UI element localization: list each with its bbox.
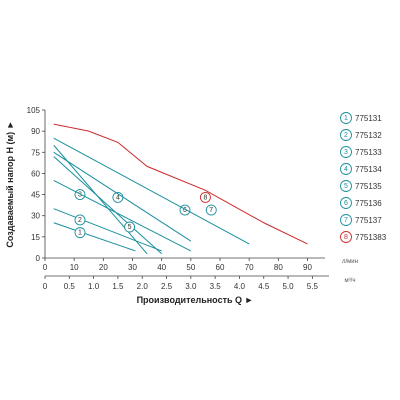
legend-marker-775137 <box>340 214 352 226</box>
series-number-775135: 5 <box>128 224 132 231</box>
y-tick-label: 105 <box>27 106 41 115</box>
legend-label-775134: 775134 <box>355 165 382 174</box>
series-marker-775135 <box>124 221 136 233</box>
legend-label-775136: 775136 <box>355 199 382 208</box>
legend-marker-775131 <box>340 112 352 124</box>
series-marker-7751383 <box>199 191 211 203</box>
series-line-775137 <box>53 137 250 245</box>
legend-marker-775135 <box>340 180 352 192</box>
legend-label-775131: 775131 <box>355 114 382 123</box>
series-line-775132 <box>53 208 162 252</box>
legend-number-7751383: 8 <box>344 234 348 241</box>
legend-label-775137: 775137 <box>355 216 382 225</box>
series-number-775131: 1 <box>78 230 82 237</box>
y-tick-label: 30 <box>31 212 40 221</box>
series-number-775133: 3 <box>78 192 82 199</box>
y-tick-label: 45 <box>31 191 40 200</box>
x-tick-label-m3h: 1.0 <box>88 282 100 291</box>
y-tick-label: 0 <box>36 254 41 263</box>
x-tick-label-m3h: 3.0 <box>185 282 197 291</box>
legend-marker-775136 <box>340 197 352 209</box>
x-unit-bottom: м³/ч <box>345 278 356 284</box>
series-line-775131 <box>53 222 136 252</box>
y-axis-title: Создаваемый напор H (м) ► <box>5 120 15 247</box>
series-marker-775132 <box>74 214 86 226</box>
legend: 1 775131 2 775132 3 775133 4 775134 5 775135 6 7751… <box>340 112 387 243</box>
series-marker-775133 <box>74 189 86 201</box>
y-tick-label: 60 <box>31 169 40 178</box>
series-number-7751383: 8 <box>203 194 207 201</box>
x-tick-label-m3h: 5.0 <box>282 282 294 291</box>
series-number-775134: 4 <box>116 194 120 201</box>
legend-marker-775134 <box>340 163 352 175</box>
legend-number-775136: 6 <box>344 200 348 207</box>
x-tick-label-m3h: 5.5 <box>307 282 319 291</box>
series-marker-775131 <box>74 227 86 239</box>
series-line-775134 <box>53 156 163 255</box>
legend-label-775135: 775135 <box>355 182 382 191</box>
legend-number-775137: 7 <box>344 217 348 224</box>
legend-label-775132: 775132 <box>355 131 382 140</box>
series-marker-775137 <box>205 204 217 216</box>
x-tick-label-m3h: 3.5 <box>210 282 222 291</box>
x-tick-label-lmin: 10 <box>70 263 79 272</box>
y-tick-label: 90 <box>31 127 40 136</box>
legend-number-775133: 3 <box>344 149 348 156</box>
legend-label-775133: 775133 <box>355 148 382 157</box>
x-tick-label-m3h: 2.0 <box>137 282 149 291</box>
x-tick-label-lmin: 50 <box>186 263 195 272</box>
series-line-775135 <box>53 180 192 252</box>
x-tick-label-m3h: 1.5 <box>112 282 124 291</box>
y-tick-label: 15 <box>31 233 40 242</box>
legend-marker-775133 <box>340 146 352 158</box>
x-tick-label-lmin: 70 <box>245 263 254 272</box>
series-layer: 1 2 3 4 5 6 78 <box>53 123 308 255</box>
series-line-775136 <box>53 151 192 242</box>
x-tick-label-lmin: 90 <box>303 263 312 272</box>
x-tick-label-m3h: 0.5 <box>64 282 76 291</box>
series-line-775133 <box>53 144 148 255</box>
x-tick-label-lmin: 60 <box>216 263 225 272</box>
x-tick-label-m3h: 4.5 <box>258 282 270 291</box>
series-number-775137: 7 <box>209 207 213 214</box>
x-tick-label-m3h: 4.0 <box>234 282 246 291</box>
x-tick-label-lmin: 40 <box>157 263 166 272</box>
x-tick-label-lmin: 20 <box>99 263 108 272</box>
legend-number-775135: 5 <box>344 183 348 190</box>
legend-marker-7751383 <box>340 231 352 243</box>
y-tick-label: 75 <box>31 148 40 157</box>
series-number-775136: 6 <box>183 207 187 214</box>
x-tick-label-m3h: 0 <box>43 282 48 291</box>
legend-number-775132: 2 <box>344 132 348 139</box>
x-tick-label-lmin: 80 <box>274 263 283 272</box>
x-unit-top: л/мин <box>342 259 358 265</box>
x-axis-title: Производительность Q ► <box>137 295 254 305</box>
x-tick-label-lmin: 30 <box>128 263 137 272</box>
series-line-7751383 <box>53 123 308 245</box>
x-tick-label-lmin: 0 <box>43 263 48 272</box>
series-number-775132: 2 <box>78 217 82 224</box>
legend-label-7751383: 7751383 <box>355 233 387 242</box>
legend-number-775134: 4 <box>344 166 348 173</box>
legend-marker-775132 <box>340 129 352 141</box>
legend-number-775131: 1 <box>344 115 348 122</box>
x-tick-label-m3h: 2.5 <box>161 282 173 291</box>
